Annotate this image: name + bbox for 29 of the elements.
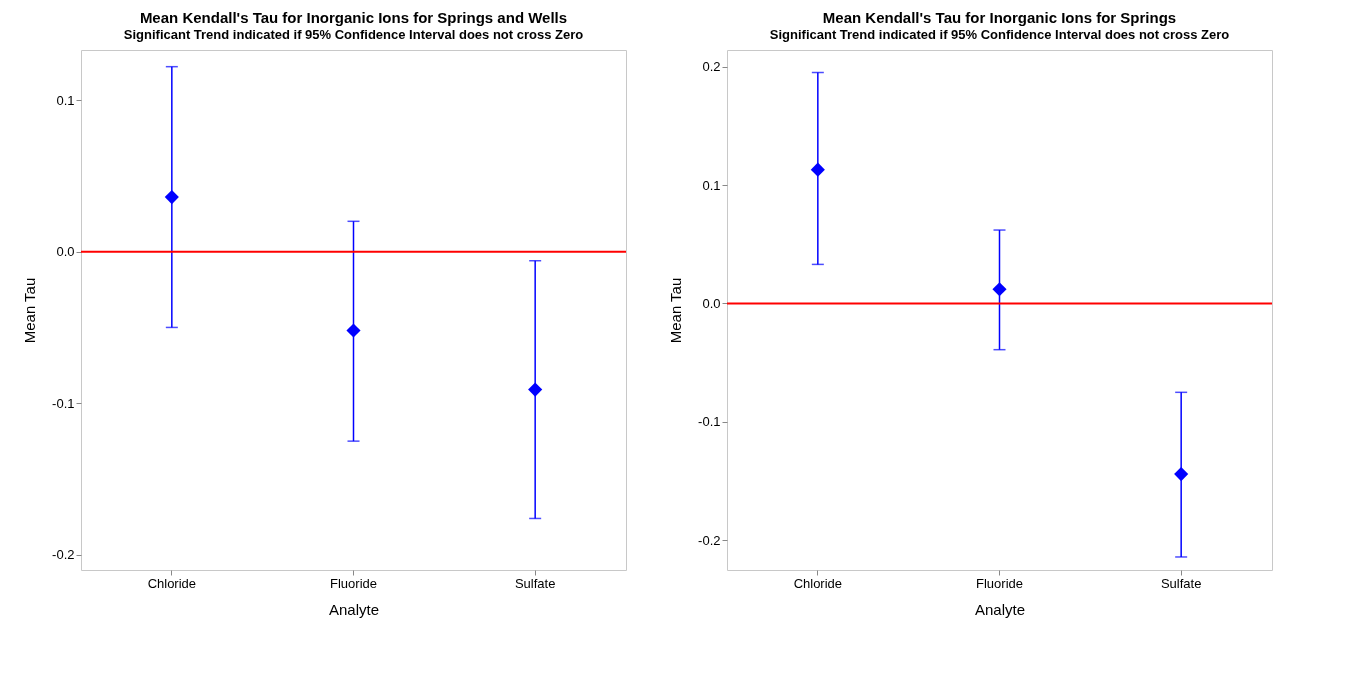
y-tick-label: 0.1: [56, 92, 75, 108]
point: [528, 382, 543, 397]
x-axis-title: Analyte: [974, 600, 1026, 618]
chart-subtitle: Significant Trend indicated if 95% Confidence Interval does not cross Zero: [123, 27, 584, 42]
point: [164, 189, 179, 205]
x-tick-label: Fluoride: [976, 575, 1023, 591]
y-tick-label: 0.1: [702, 177, 721, 193]
x-tick-label: Chloride: [147, 575, 197, 591]
y-tick-label: 0.2: [702, 59, 721, 75]
x-axis-title: Analyte: [328, 600, 380, 618]
y-axis-title: Mean Tau: [667, 277, 685, 344]
y-tick-label: 0.0: [702, 295, 721, 311]
x-tick-label: Sulfate: [514, 575, 556, 591]
point: [1174, 466, 1189, 482]
point: [810, 162, 825, 177]
point: [346, 323, 361, 338]
y-tick-label: -0.1: [698, 414, 721, 430]
x-tick-label: Chloride: [793, 575, 843, 591]
y-tick-label: -0.2: [52, 547, 75, 563]
y-tick-label: 0.0: [56, 244, 75, 260]
x-tick-label: Sulfate: [1160, 575, 1202, 591]
y-tick-label: -0.1: [52, 395, 75, 411]
y-tick-label: -0.2: [698, 532, 721, 548]
x-tick-label: Fluoride: [330, 575, 377, 591]
chart-title: Mean Kendall's Tau for Inorganic Ions for Springs: [822, 9, 1177, 26]
y-axis-title: Mean Tau: [21, 277, 39, 344]
chart-title: Mean Kendall's Tau for Inorganic Ions for Springs and Wells: [139, 9, 568, 26]
point: [992, 282, 1007, 297]
chart-subtitle: Significant Trend indicated if 95% Confidence Interval does not cross Zero: [769, 27, 1230, 42]
